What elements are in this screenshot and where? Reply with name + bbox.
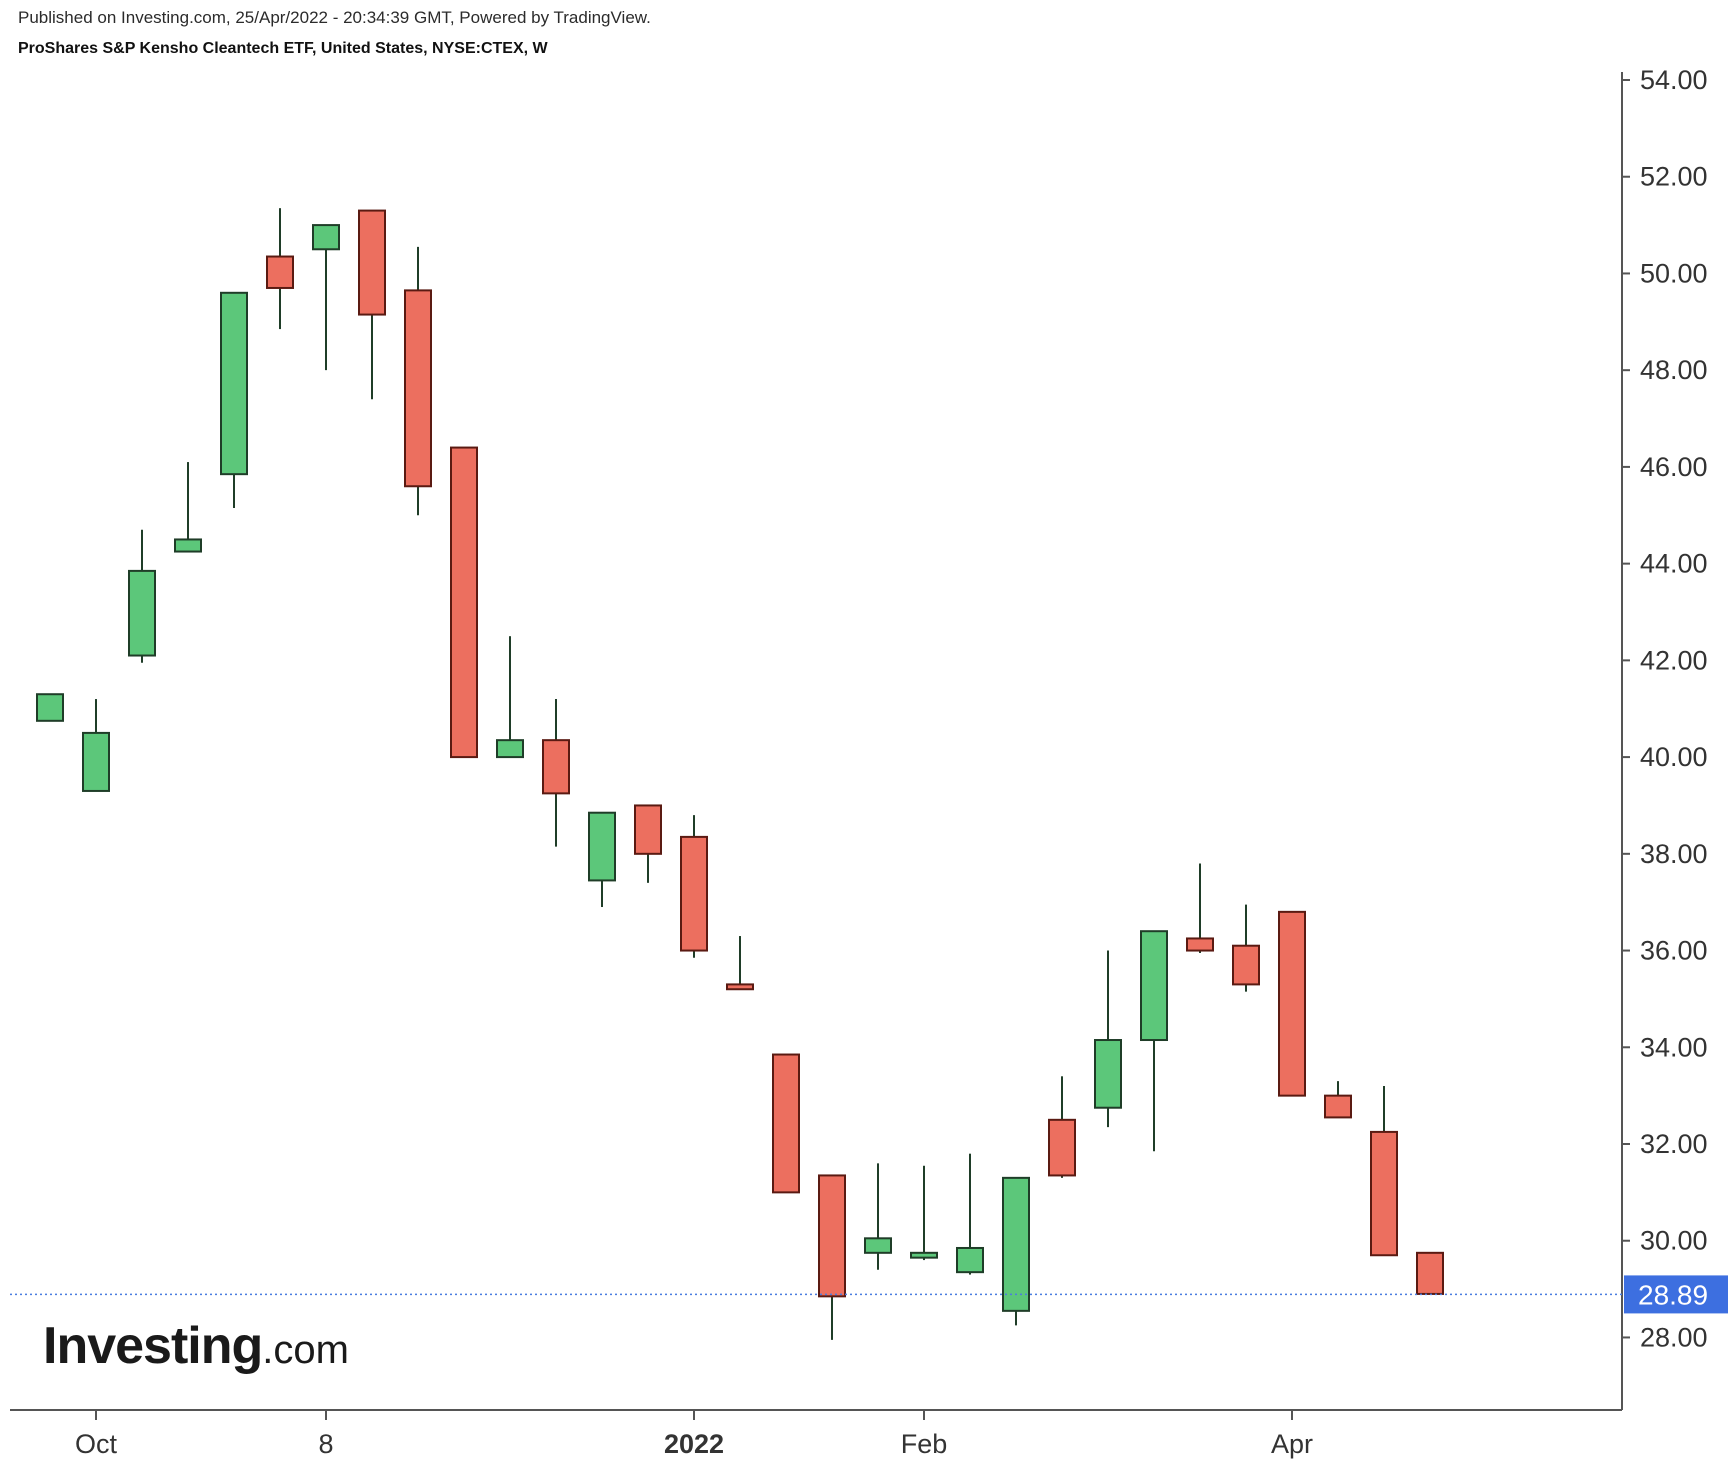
candle <box>864 1163 892 1270</box>
candle <box>358 209 386 400</box>
candle <box>588 811 616 908</box>
logo-suffix: .com <box>262 1328 349 1372</box>
y-tick-label: 40.00 <box>1640 742 1708 772</box>
candle <box>1048 1076 1076 1178</box>
candle <box>634 804 662 883</box>
candle-body-up <box>128 569 156 657</box>
candle <box>680 815 708 958</box>
investing-logo: Investing.com <box>43 1320 349 1372</box>
candle-body-down <box>726 983 754 991</box>
candle <box>1370 1085 1398 1257</box>
candle-body-down <box>1048 1118 1076 1177</box>
logo-wordmark: Investing <box>43 1317 263 1375</box>
candle <box>82 699 110 792</box>
candle-body-up <box>1140 930 1168 1042</box>
candle <box>266 208 294 330</box>
candle-body-down <box>1416 1251 1444 1295</box>
candle-body-down <box>1232 944 1260 986</box>
candle-body-down <box>450 446 478 759</box>
y-tick-label: 32.00 <box>1640 1129 1708 1159</box>
candle-body-up <box>956 1246 984 1274</box>
candle-body-up <box>36 693 64 722</box>
candle <box>1324 1081 1352 1119</box>
y-tick-label: 54.00 <box>1640 65 1708 95</box>
candle-body-down <box>1324 1094 1352 1119</box>
y-tick-label: 28.00 <box>1640 1322 1708 1352</box>
last-price-label: 28.89 <box>1638 1279 1708 1310</box>
candle <box>1140 930 1168 1152</box>
x-tick-label: Apr <box>1271 1429 1313 1459</box>
y-tick-label: 46.00 <box>1640 452 1708 482</box>
candle-body-up <box>1002 1176 1030 1312</box>
y-tick-label: 36.00 <box>1640 936 1708 966</box>
candle-body-up <box>1094 1039 1122 1109</box>
instrument-title: ProShares S&P Kensho Cleantech ETF, Unit… <box>18 40 548 57</box>
candle-body-down <box>1278 910 1306 1097</box>
candle <box>1186 863 1214 953</box>
y-tick-label: 30.00 <box>1640 1226 1708 1256</box>
x-axis: Oct 8 2022 Feb Apr <box>10 1409 1622 1459</box>
x-tick-label: 8 <box>318 1429 333 1459</box>
candle <box>910 1165 938 1261</box>
candle <box>1002 1176 1030 1326</box>
candles-layer <box>36 208 1444 1340</box>
candle <box>450 446 478 759</box>
candle-body-down <box>634 804 662 855</box>
candle <box>1416 1251 1444 1295</box>
candle <box>496 636 524 759</box>
candle-body-down <box>818 1174 846 1298</box>
x-tick-label: Oct <box>75 1429 118 1459</box>
candle-body-up <box>174 538 202 553</box>
candle-body-down <box>772 1053 800 1194</box>
candle-body-up <box>82 731 110 792</box>
y-tick-label: 44.00 <box>1640 549 1708 579</box>
publish-info: Published on Investing.com, 25/Apr/2022 … <box>18 8 651 27</box>
candle-body-up <box>864 1237 892 1254</box>
candle-body-down <box>1186 937 1214 952</box>
candle <box>956 1153 984 1275</box>
candle-body-up <box>220 291 248 476</box>
candle-body-up <box>312 224 340 251</box>
candle-body-up <box>588 811 616 882</box>
candle <box>818 1174 846 1340</box>
y-tick-label: 38.00 <box>1640 839 1708 869</box>
candle <box>772 1053 800 1194</box>
y-tick-label: 42.00 <box>1640 645 1708 675</box>
last-price-tag <box>1624 1275 1728 1314</box>
y-tick-label: 34.00 <box>1640 1032 1708 1062</box>
candle-body-down <box>266 255 294 289</box>
candle-body-down <box>358 209 386 316</box>
candle <box>312 224 340 371</box>
y-tick-label: 48.00 <box>1640 355 1708 385</box>
candle <box>174 462 202 553</box>
candle <box>542 699 570 847</box>
candle <box>404 246 432 516</box>
last-price-marker: 28.89 <box>10 1275 1728 1314</box>
y-axis: 28.00 30.00 32.00 34.00 36.00 38.00 40.00 42.00… <box>1621 65 1708 1410</box>
candle-body-down <box>1370 1130 1398 1257</box>
candle <box>1278 910 1306 1097</box>
y-tick-label: 50.00 <box>1640 258 1708 288</box>
candle-body-up <box>910 1251 938 1259</box>
x-tick-label: 2022 <box>664 1429 724 1459</box>
candle <box>36 693 64 722</box>
candle <box>1094 950 1122 1128</box>
candle-body-up <box>496 739 524 759</box>
candle-body-down <box>680 835 708 952</box>
candle <box>220 291 248 509</box>
candle <box>726 936 754 991</box>
y-tick-label: 52.00 <box>1640 162 1708 192</box>
candle-body-down <box>542 739 570 795</box>
x-tick-label: Feb <box>901 1429 948 1459</box>
candle <box>128 529 156 663</box>
candle <box>1232 904 1260 992</box>
candle-body-down <box>404 289 432 488</box>
